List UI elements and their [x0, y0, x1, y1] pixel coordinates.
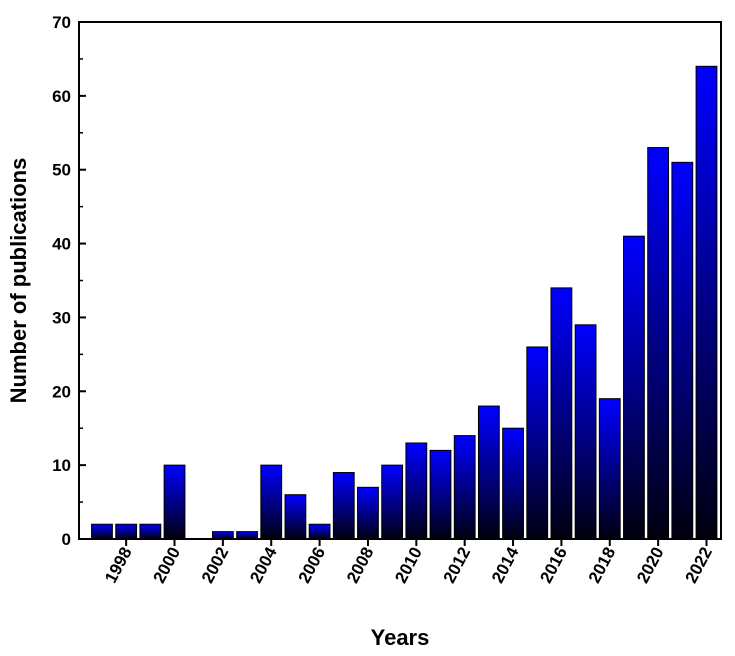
bar-2010	[405, 442, 428, 540]
bar-1998	[115, 523, 138, 540]
bar-2013	[477, 405, 500, 540]
bar-2000	[163, 464, 186, 540]
x-tick-label: 2022	[681, 544, 716, 586]
x-tick-label: 2006	[295, 544, 330, 586]
bar-2020	[647, 147, 670, 540]
bar-2005	[284, 494, 307, 540]
bar-2015	[526, 346, 549, 540]
x-tick-label: 2010	[391, 544, 426, 586]
bar-2006	[308, 523, 331, 540]
y-tick-label: 0	[62, 530, 71, 549]
y-tick-label: 70	[52, 13, 71, 32]
bar-2011	[429, 449, 452, 540]
bar-2007	[332, 472, 355, 540]
bars-group	[91, 65, 718, 540]
bar-2003	[236, 531, 258, 540]
bar-1999	[139, 523, 162, 540]
bar-2022	[695, 65, 718, 540]
x-tick-label: 2012	[440, 544, 475, 586]
x-tick-label: 1998	[101, 544, 136, 586]
y-tick-label: 50	[52, 161, 71, 180]
y-tick-label: 20	[52, 382, 71, 401]
plot-frame	[78, 21, 722, 540]
y-tick-label: 60	[52, 87, 71, 106]
y-tick-label: 40	[52, 235, 71, 254]
bar-2002	[211, 531, 234, 540]
y-tick-label: 10	[52, 456, 71, 475]
bar-2009	[381, 464, 404, 540]
y-axis-ticks: 0 10 20 30 40 50 60 70	[52, 13, 86, 549]
bar-2018	[598, 398, 621, 540]
x-tick-label: 2002	[198, 544, 233, 586]
x-axis-ticks: 1998 2000 2002 2004 2006 2008 2010 2012 2014 2016…	[101, 539, 716, 586]
bar-2016	[550, 287, 573, 540]
x-tick-label: 2008	[343, 544, 378, 586]
x-tick-label: 2018	[585, 544, 620, 586]
x-axis-title: Years	[371, 625, 430, 650]
bar-2008	[357, 486, 379, 540]
bar-2012	[453, 435, 476, 540]
x-tick-label: 2014	[488, 543, 523, 586]
y-axis-title: Number of publications	[6, 158, 31, 404]
bar-2021	[671, 161, 694, 540]
x-tick-label: 2016	[536, 544, 571, 586]
bar-2017	[574, 324, 597, 540]
x-tick-label: 2020	[633, 544, 668, 586]
y-tick-label: 30	[52, 308, 71, 327]
bar-1997	[91, 523, 113, 540]
bar-2019	[623, 235, 645, 540]
x-tick-label: 2000	[150, 544, 185, 586]
bar-2014	[502, 427, 524, 540]
bar-2004	[260, 464, 283, 540]
x-tick-label: 2004	[246, 543, 281, 586]
